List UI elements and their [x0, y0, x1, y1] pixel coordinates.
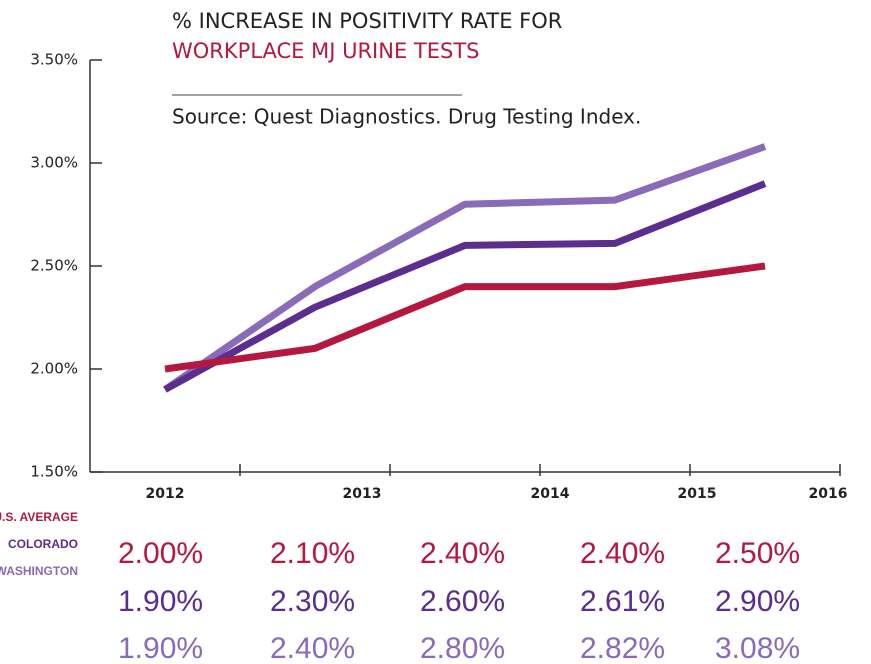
value-label: 2.40%	[270, 632, 355, 660]
y-tick-label: 2.50%	[30, 257, 78, 275]
x-tick-label: 2015	[678, 486, 717, 502]
y-tick-label: 2.00%	[30, 360, 78, 378]
value-label: 3.08%	[715, 632, 800, 660]
chart-subtitle: WORKPLACE MJ URINE TESTS	[172, 39, 479, 63]
x-tick-label: 2014	[531, 486, 570, 502]
series-line	[163, 180, 767, 393]
source: Source: Quest Diagnostics. Drug Testing …	[172, 105, 641, 129]
y-tick-label: 3.00%	[30, 154, 78, 172]
series-line	[163, 143, 767, 393]
value-label: 2.90%	[715, 585, 800, 618]
y-tick-label: 3.50%	[30, 51, 78, 69]
value-label: 1.90%	[118, 585, 203, 618]
x-tick-label: 2012	[146, 486, 185, 502]
series-line	[164, 262, 766, 373]
x-tick-label: 2013	[343, 486, 382, 502]
value-label: 2.60%	[420, 585, 505, 618]
legend-label: COLORADO	[8, 537, 78, 551]
y-tick-label: 1.50%	[30, 463, 78, 481]
legend-label: WASHINGTON	[0, 564, 78, 578]
value-label: 2.80%	[420, 632, 505, 660]
value-label: 2.82%	[580, 632, 665, 660]
value-label: 2.40%	[420, 537, 505, 570]
value-label: 2.30%	[270, 585, 355, 618]
value-label: 2.00%	[118, 537, 203, 570]
x-tick-label: 2016	[809, 486, 848, 502]
value-label: 2.50%	[715, 537, 800, 570]
value-label: 2.40%	[580, 537, 665, 570]
value-label: 1.90%	[118, 632, 203, 660]
value-label: 2.61%	[580, 585, 665, 618]
chart-title: % INCREASE IN POSITIVITY RATE FOR	[172, 9, 562, 33]
value-label: 2.10%	[270, 537, 355, 570]
legend-label: U.S. AVERAGE	[0, 510, 78, 524]
